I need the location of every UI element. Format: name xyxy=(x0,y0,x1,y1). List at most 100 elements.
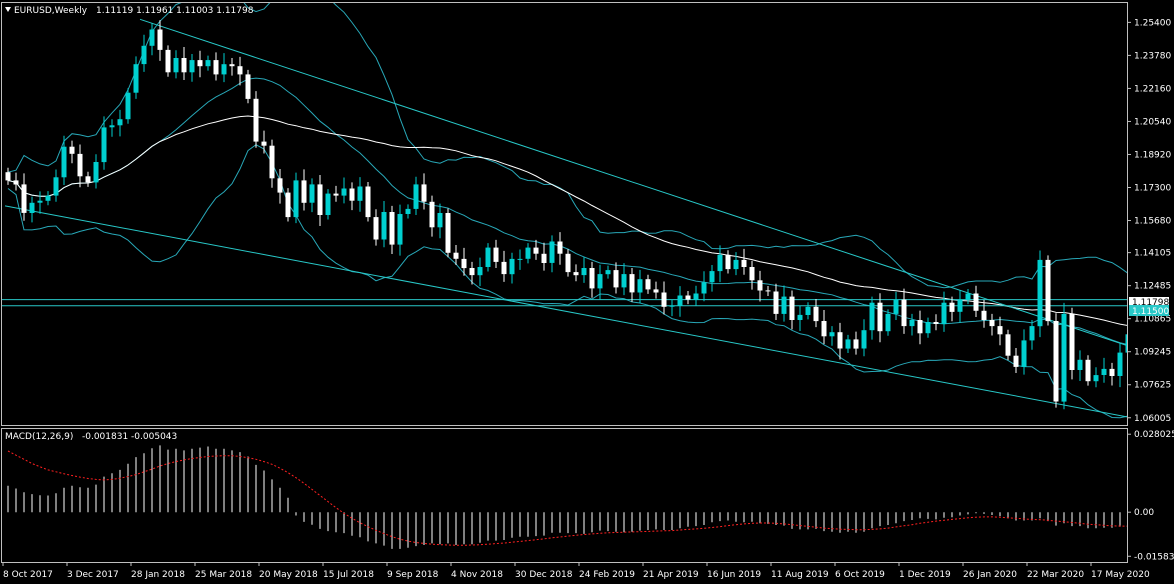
candle-body xyxy=(717,254,723,272)
candle-body xyxy=(93,162,99,183)
time-tick-label: 22 Mar 2020 xyxy=(1027,570,1084,580)
candle-body xyxy=(69,146,75,154)
candle-body xyxy=(1093,375,1099,382)
candle-body xyxy=(269,145,275,179)
candle-body xyxy=(485,247,491,267)
candle-body xyxy=(621,274,627,288)
candle-body xyxy=(557,241,563,254)
candle-body xyxy=(845,339,851,349)
candle-body xyxy=(421,184,427,202)
candle-body xyxy=(701,282,707,294)
candle-body xyxy=(645,279,651,290)
candle-body xyxy=(205,60,211,67)
price-tick-label: 1.20540 xyxy=(1134,117,1171,127)
candle-body xyxy=(1101,368,1107,375)
candle-body xyxy=(949,302,955,312)
candle-body xyxy=(245,74,251,99)
candle-body xyxy=(157,29,163,50)
candle-body xyxy=(1045,259,1051,322)
candle-body xyxy=(741,259,747,267)
candle-body xyxy=(181,58,187,73)
time-tick-label: 21 Apr 2019 xyxy=(643,570,699,580)
candle-body xyxy=(197,60,203,67)
candle-body xyxy=(669,305,675,307)
candle-body xyxy=(869,302,875,331)
time-tick-label: 28 Jan 2018 xyxy=(131,570,185,580)
candle-body xyxy=(13,180,19,185)
candle-body xyxy=(109,125,115,128)
candle-body xyxy=(509,258,515,275)
price-tick-label: 1.06005 xyxy=(1134,414,1171,424)
candle-body xyxy=(21,184,27,213)
candle-body xyxy=(725,254,731,270)
candle-body xyxy=(341,188,347,196)
price-tick-label: 1.18920 xyxy=(1134,151,1171,161)
candle-body xyxy=(549,241,555,263)
price-tick-label: 1.07625 xyxy=(1134,381,1171,391)
candle-body xyxy=(829,332,835,337)
candle-body xyxy=(133,64,139,93)
candle-body xyxy=(757,280,763,291)
candle-body xyxy=(677,295,683,306)
time-tick-label: 17 May 2020 xyxy=(1091,570,1150,580)
macd-axis: 0.028025 0.00 -0.015839 xyxy=(1127,430,1174,562)
candle-body xyxy=(277,178,283,193)
candle-body xyxy=(613,270,619,288)
candle-body xyxy=(53,177,59,196)
candle-body xyxy=(221,64,227,75)
candle-body xyxy=(541,253,547,263)
candle-body xyxy=(885,313,891,332)
candle-body xyxy=(405,208,411,214)
candlestick-series xyxy=(5,20,1127,410)
candle-body xyxy=(525,247,531,259)
candle-body xyxy=(349,188,355,201)
candle-body xyxy=(413,184,419,209)
candle-body xyxy=(813,306,819,322)
time-tick-label: 9 Sep 2018 xyxy=(387,570,439,580)
candle-body xyxy=(117,119,123,126)
candle-body xyxy=(605,270,611,275)
candle-body xyxy=(909,320,915,327)
candle-body xyxy=(957,299,963,312)
candle-body xyxy=(965,293,971,300)
bollinger-upper-line xyxy=(7,3,1127,289)
time-tick-label: 26 Jan 2020 xyxy=(963,570,1017,580)
candle-body xyxy=(989,320,995,327)
candle-body xyxy=(941,302,947,325)
candle-body xyxy=(5,172,11,181)
candle-body xyxy=(301,180,307,203)
candle-body xyxy=(573,272,579,276)
candle-body xyxy=(501,261,507,275)
candle-body xyxy=(293,180,299,218)
macd-values: -0.001831 -0.005043 xyxy=(82,432,177,442)
price-tick-label: 1.09245 xyxy=(1134,348,1171,358)
candle-body xyxy=(261,141,267,146)
time-tick-label: 4 Nov 2018 xyxy=(451,570,503,580)
candle-body xyxy=(749,267,755,281)
candle-body xyxy=(821,321,827,337)
current-price-labels: 1.11798 1.11500 xyxy=(1129,297,1169,317)
candle-body xyxy=(789,296,795,320)
horizontal-line-price-label: 1.11500 xyxy=(1132,307,1169,317)
price-tick-label: 1.23780 xyxy=(1134,51,1171,61)
candle-body xyxy=(597,274,603,289)
candle-body xyxy=(437,213,443,228)
candle-body xyxy=(733,259,739,270)
candle-body xyxy=(61,146,67,178)
macd-tick-label: 0.00 xyxy=(1134,508,1154,518)
candle-body xyxy=(373,217,379,240)
candle-body xyxy=(253,98,259,142)
candle-body xyxy=(877,302,883,332)
candle-body xyxy=(213,60,219,75)
candle-body xyxy=(429,201,435,228)
price-tick-label: 1.25400 xyxy=(1134,18,1171,28)
price-tick-label: 1.22160 xyxy=(1134,84,1171,94)
candle-body xyxy=(837,332,843,349)
candle-body xyxy=(1069,313,1075,370)
candle-body xyxy=(77,153,83,177)
candle-body xyxy=(1053,321,1059,402)
price-axis: 1.25400 1.23780 1.22160 1.20540 1.18920 1.173… xyxy=(1127,18,1171,424)
candle-body xyxy=(461,258,467,269)
candle-body xyxy=(453,252,459,259)
candle-body xyxy=(581,268,587,276)
